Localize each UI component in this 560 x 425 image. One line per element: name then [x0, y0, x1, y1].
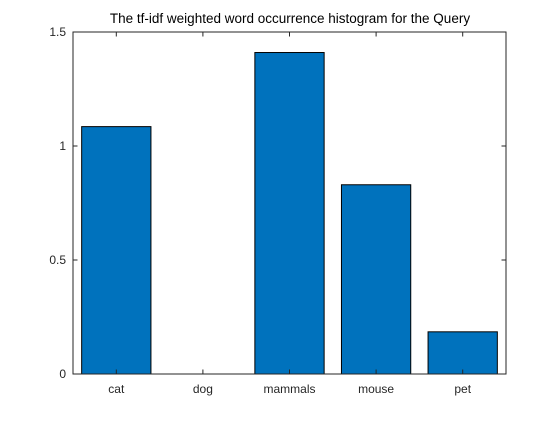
y-axis: 0 0.5 1 1.5: [49, 25, 506, 381]
x-tick-label-cat: cat: [108, 382, 125, 396]
bar-pet: [427, 331, 498, 375]
y-tick-label: 0: [59, 367, 66, 381]
y-tick-label: 0.5: [49, 253, 66, 267]
x-tick-label-dog: dog: [193, 382, 213, 396]
chart-title: The tf-idf weighted word occurrence hist…: [110, 11, 470, 26]
x-tick-label-pet: pet: [454, 382, 471, 396]
y-tick-label: 1: [59, 139, 66, 153]
x-tick-label-mammals: mammals: [263, 382, 315, 396]
x-tick-label-mouse: mouse: [358, 382, 394, 396]
bar-mouse: [340, 184, 412, 375]
bar-mammals: [254, 52, 325, 375]
bar-cat: [81, 126, 152, 375]
bars-layer: [81, 52, 498, 375]
x-axis: cat dog mammals mouse pet: [108, 32, 472, 396]
y-tick-label: 1.5: [49, 25, 66, 39]
